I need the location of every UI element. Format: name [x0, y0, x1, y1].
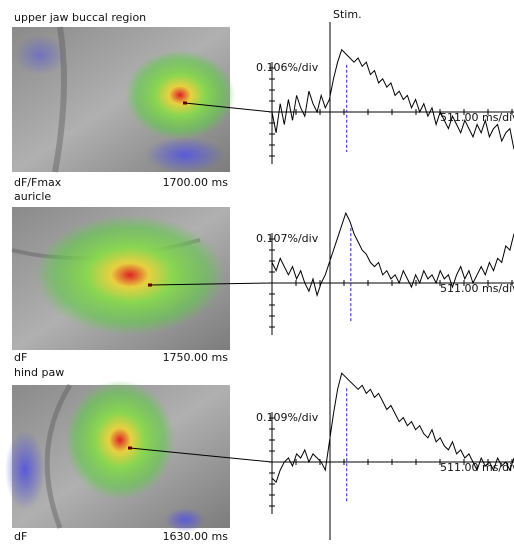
image-2: [12, 207, 230, 350]
region-label: upper jaw buccal region: [14, 11, 146, 24]
measure-label: dF: [14, 351, 27, 364]
time-label: 1630.00 ms: [163, 530, 229, 543]
roi-dot: [148, 284, 152, 287]
region-label: auricle: [14, 190, 51, 203]
time-scale: 511.00 ms/div: [440, 111, 514, 124]
amplitude-scale: 0.106%/div: [256, 61, 319, 74]
image-3: [5, 380, 230, 532]
region-label: hind paw: [14, 366, 64, 379]
roi-dot: [183, 102, 187, 105]
page: {"stim_label": "Stim.", "panels": [ {"re…: [0, 0, 514, 544]
image-1: [12, 27, 235, 173]
time-label: 1700.00 ms: [163, 176, 229, 189]
roi-dot: [128, 447, 132, 450]
time-scale: 511.00 ms/div: [440, 461, 514, 474]
amplitude-scale: 0.109%/div: [256, 411, 319, 424]
figure: Stim. upper jaw buccal region dF/Fmax 1700…: [0, 0, 514, 544]
amplitude-scale: 0.107%/div: [256, 232, 319, 245]
measure-label: dF/Fmax: [14, 176, 62, 189]
stim-label: Stim.: [333, 8, 362, 21]
time-label: 1750.00 ms: [163, 351, 229, 364]
measure-label: dF: [14, 530, 27, 543]
